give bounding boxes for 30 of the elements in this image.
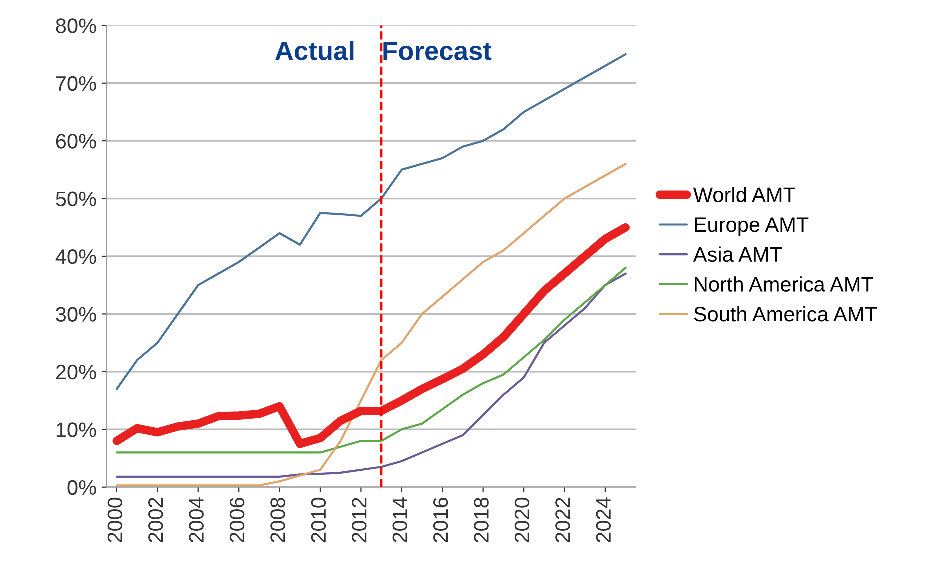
x-tick-label: 2008 — [270, 498, 286, 542]
annotation: Actual — [276, 41, 354, 60]
x-tick-label: 2022 — [556, 498, 570, 542]
x-tick-label: 2024 — [596, 498, 612, 542]
legend-label: North America AMT — [695, 276, 874, 292]
x-tick-label: 2002 — [148, 498, 164, 542]
x-tick-label: 2020 — [514, 498, 530, 542]
y-tick-label: 10% — [56, 422, 96, 438]
y-tick-label: 80% — [56, 18, 96, 34]
y-tick-label: 0% — [68, 480, 96, 496]
legend-label: South America AMT — [694, 306, 877, 322]
x-tick-label: 2010 — [311, 498, 326, 542]
x-tick-label: 2016 — [433, 498, 448, 542]
line-series — [116, 163, 627, 487]
y-tick-label: 60% — [56, 134, 96, 149]
y-tick-label: 50% — [56, 192, 96, 207]
y-tick-label: 20% — [56, 364, 96, 380]
annotation: Forecast — [384, 42, 492, 60]
x-tick-label: 2014 — [392, 498, 408, 542]
y-tick-label: 70% — [56, 76, 96, 92]
x-tick-label: 2018 — [474, 498, 489, 542]
legend-label: Asia AMT — [693, 246, 782, 262]
y-tick-label: 30% — [56, 307, 96, 322]
x-tick-label: 2004 — [189, 498, 204, 542]
x-tick-label: 2000 — [108, 498, 123, 542]
x-tick-label: 2012 — [352, 498, 367, 542]
legend-label: World AMT — [693, 187, 796, 202]
x-tick-label: 2006 — [230, 498, 245, 542]
legend-label: Europe AMT — [695, 218, 809, 236]
y-tick-label: 40% — [56, 250, 96, 264]
